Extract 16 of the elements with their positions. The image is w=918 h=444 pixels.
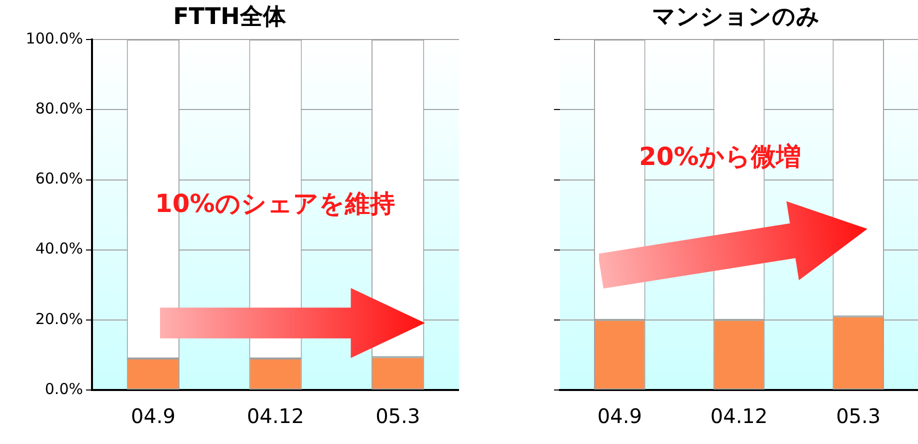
x-tick-label: 05.3 [836, 404, 881, 428]
y-tick-label: 60.0% [35, 170, 83, 188]
y-tick-label: 0.0% [44, 380, 83, 398]
x-tick-label: 05.3 [376, 404, 420, 428]
x-tick-label: 04.9 [130, 404, 176, 428]
x-tick-label: 04.12 [710, 404, 768, 428]
chart-title: FTTH全体 [173, 4, 287, 30]
x-tick-label: 04.12 [246, 404, 304, 428]
chart-title: マンションのみ [652, 4, 820, 30]
y-tick-label: 100.0% [26, 29, 83, 48]
y-tick-label: 80.0% [35, 100, 83, 118]
x-tick-label: 04.9 [597, 404, 642, 428]
y-tick-label: 20.0% [35, 310, 83, 328]
annotation: 20%から微増 [639, 141, 801, 173]
annotation: 10%のシェアを維持 [155, 188, 395, 220]
y-tick-label: 40.0% [35, 240, 83, 258]
